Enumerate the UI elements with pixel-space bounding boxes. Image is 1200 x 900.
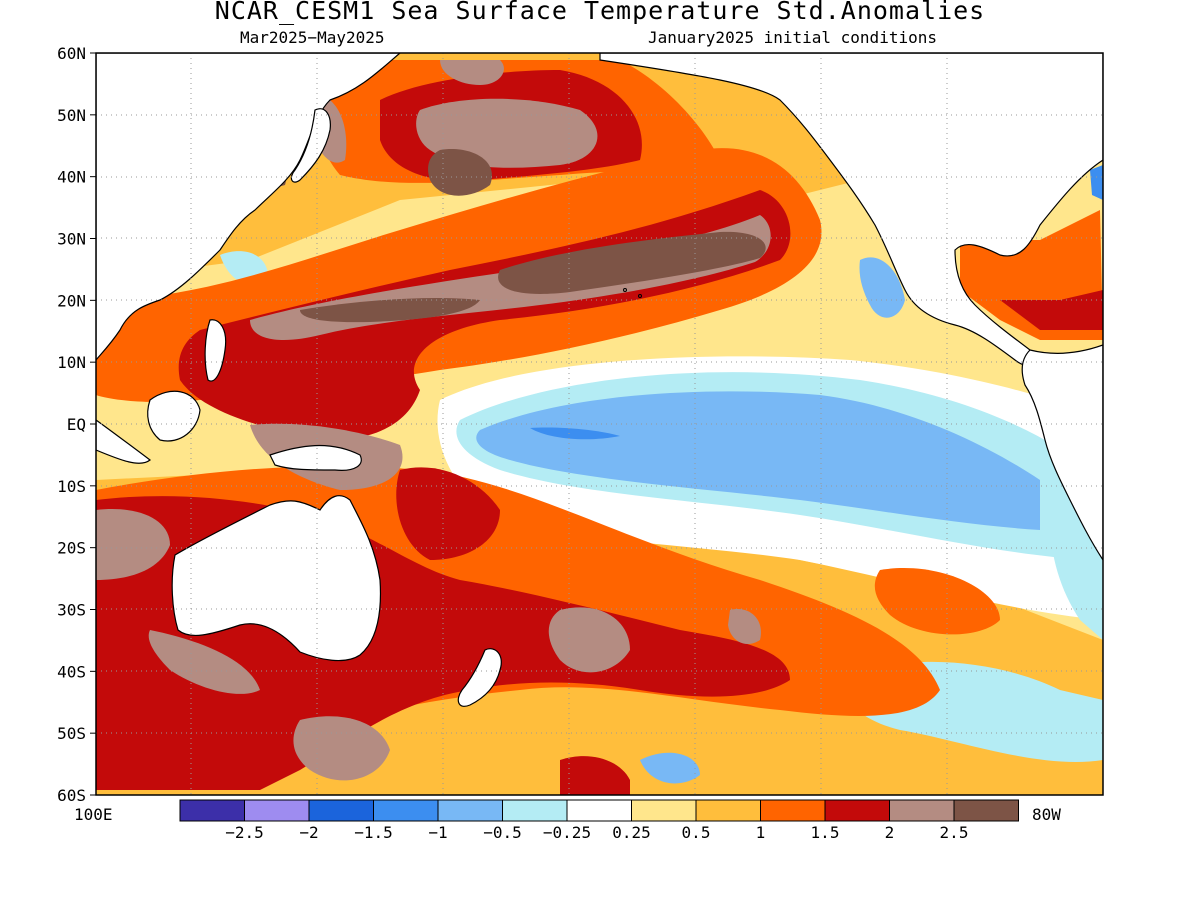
colorbar-swatch [824, 799, 890, 822]
colorbar-swatch [502, 799, 568, 822]
latitude-label: 10S [57, 477, 86, 496]
colorbar-swatch [373, 799, 439, 822]
graticule [96, 53, 1103, 795]
colorbar-label: −0.5 [483, 823, 522, 842]
colorbar-swatch [566, 799, 632, 822]
forecast-period: Mar2025−May2025 [240, 28, 385, 47]
latitude-label: 20N [57, 291, 86, 310]
latitude-label: 20S [57, 539, 86, 558]
colorbar-label: 0.25 [612, 823, 651, 842]
latitude-label: 60S [57, 786, 86, 805]
colorbar-swatch [695, 799, 761, 822]
latitude-label: EQ [67, 415, 86, 434]
coastlines [96, 53, 1103, 707]
latitude-label: 40N [57, 168, 86, 187]
latitude-label: 50S [57, 724, 86, 743]
colorbar-label: 1.5 [811, 823, 840, 842]
latitude-label: 40S [57, 662, 86, 681]
colorbar-label: 2 [885, 823, 895, 842]
colorbar-swatch [760, 799, 826, 822]
longitude-right-label: 80W [1032, 805, 1061, 824]
initial-conditions: January2025 initial conditions [648, 28, 937, 47]
longitude-left-label: 100E [74, 805, 113, 824]
colorbar-swatch [953, 799, 1019, 822]
colorbar-label: 1 [756, 823, 766, 842]
colorbar-label: −1.5 [354, 823, 393, 842]
colorbar-swatch [889, 799, 955, 822]
latitude-axis: 60N 50N 40N 30N 20N 10N EQ 10S 20S 30S 40S 50S 60S [57, 44, 96, 805]
colorbar-swatch [631, 799, 697, 822]
colorbar-label: −2 [299, 823, 318, 842]
colorbar-label: −2.5 [225, 823, 264, 842]
colorbar-swatch [244, 799, 310, 822]
colorbar-swatch [179, 799, 245, 822]
colorbar-label: 0.5 [682, 823, 711, 842]
colorbar: −2.5 −2 −1.5 −1 −0.5 −0.25 0.25 0.5 1 1.5 2 2.5 [179, 799, 1019, 842]
latitude-label: 30S [57, 601, 86, 620]
colorbar-swatch [308, 799, 374, 822]
latitude-label: 10N [57, 353, 86, 372]
map-title: NCAR_CESM1 Sea Surface Temperature Std.A… [214, 0, 986, 25]
latitude-label: 60N [57, 44, 86, 63]
colorbar-label: −1 [428, 823, 447, 842]
colorbar-label: 2.5 [940, 823, 969, 842]
latitude-label: 50N [57, 106, 86, 125]
latitude-label: 30N [57, 230, 86, 249]
colorbar-swatch [437, 799, 503, 822]
colorbar-label: −0.25 [543, 823, 591, 842]
